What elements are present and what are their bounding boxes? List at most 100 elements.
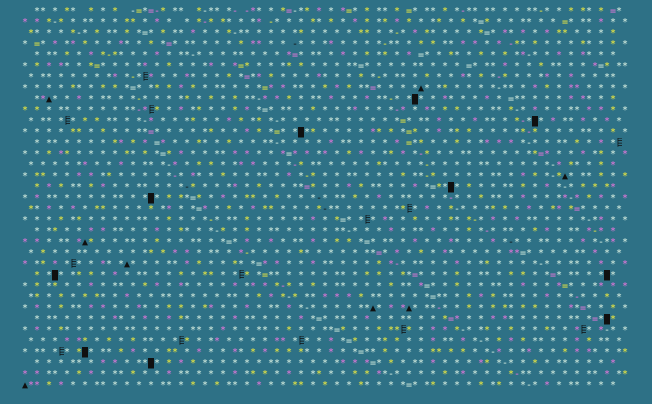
burst-glyph: * — [172, 39, 178, 50]
empty-cell — [28, 105, 34, 116]
burst-glyph: * — [220, 325, 226, 336]
dash-glyph: = — [142, 28, 148, 39]
burst-glyph: * — [154, 61, 160, 72]
burst-glyph: * — [352, 17, 358, 28]
burst-glyph: * — [304, 6, 310, 17]
empty-cell — [562, 39, 568, 50]
burst-glyph: * — [226, 336, 232, 347]
burst-glyph: * — [466, 292, 472, 303]
empty-cell — [364, 149, 370, 160]
empty-cell — [178, 347, 184, 358]
burst-glyph: * — [232, 149, 238, 160]
burst-glyph: * — [400, 83, 406, 94]
empty-cell — [328, 215, 334, 226]
empty-cell — [622, 182, 628, 193]
empty-cell — [28, 237, 34, 248]
burst-glyph: * — [322, 380, 328, 391]
burst-glyph: * — [568, 105, 574, 116]
empty-cell — [562, 83, 568, 94]
burst-glyph: * — [256, 215, 262, 226]
burst-glyph: * — [166, 380, 172, 391]
empty-cell — [136, 160, 142, 171]
burst-glyph: * — [70, 215, 76, 226]
burst-glyph: * — [142, 127, 148, 138]
burst-glyph: * — [568, 226, 574, 237]
empty-cell — [538, 325, 544, 336]
burst-glyph: * — [238, 204, 244, 215]
burst-glyph: * — [166, 358, 172, 369]
glyph-row: * * * ** * * * * **-*目* * * ** * * * * *… — [22, 105, 630, 116]
empty-cell — [292, 248, 298, 259]
empty-cell — [460, 28, 466, 39]
empty-cell — [352, 116, 358, 127]
empty-cell — [76, 72, 82, 83]
empty-cell — [250, 325, 256, 336]
empty-cell — [424, 61, 430, 72]
empty-cell — [340, 149, 346, 160]
burst-glyph: * — [88, 259, 94, 270]
burst-glyph: * — [610, 259, 616, 270]
burst-glyph: * — [508, 270, 514, 281]
burst-glyph: * — [76, 347, 82, 358]
glyph-grid: ** * ** * * * -=*=-* ** *-** *- -** * *=… — [22, 6, 630, 391]
burst-glyph: * — [136, 270, 142, 281]
empty-cell — [616, 270, 622, 281]
empty-cell — [64, 17, 70, 28]
burst-glyph: * — [376, 17, 382, 28]
empty-cell — [124, 171, 130, 182]
empty-cell — [616, 281, 622, 292]
burst-glyph: * — [136, 182, 142, 193]
empty-cell — [40, 138, 46, 149]
burst-glyph: * — [64, 39, 70, 50]
burst-glyph: * — [298, 237, 304, 248]
burst-glyph: * — [436, 17, 442, 28]
burst-glyph: * — [190, 105, 196, 116]
empty-cell — [334, 347, 340, 358]
empty-cell — [208, 204, 214, 215]
burst-glyph: * — [166, 61, 172, 72]
burst-glyph: * — [340, 248, 346, 259]
empty-cell — [298, 72, 304, 83]
empty-cell — [322, 94, 328, 105]
empty-cell — [52, 72, 58, 83]
burst-glyph: * — [304, 248, 310, 259]
burst-glyph: * — [526, 237, 532, 248]
burst-glyph: * — [76, 94, 82, 105]
empty-cell — [418, 292, 424, 303]
empty-cell — [262, 182, 268, 193]
burst-glyph: * — [28, 380, 34, 391]
burst-glyph: * — [256, 380, 262, 391]
burst-glyph: * — [142, 369, 148, 380]
burst-glyph: * — [358, 149, 364, 160]
empty-cell — [106, 215, 112, 226]
burst-glyph: * — [328, 259, 334, 270]
empty-cell — [40, 270, 46, 281]
burst-glyph: * — [100, 259, 106, 270]
empty-cell — [538, 171, 544, 182]
empty-cell — [538, 314, 544, 325]
empty-cell — [196, 72, 202, 83]
empty-cell — [238, 369, 244, 380]
empty-cell — [622, 292, 628, 303]
empty-cell — [256, 347, 262, 358]
empty-cell — [154, 116, 160, 127]
empty-cell — [508, 50, 514, 61]
empty-cell — [448, 6, 454, 17]
burst-glyph: * — [208, 105, 214, 116]
empty-cell — [538, 292, 544, 303]
empty-cell — [592, 17, 598, 28]
burst-glyph: * — [244, 303, 250, 314]
empty-cell — [436, 281, 442, 292]
empty-cell — [340, 116, 346, 127]
empty-cell — [52, 149, 58, 160]
burst-glyph: * — [550, 325, 556, 336]
empty-cell — [292, 94, 298, 105]
empty-cell — [214, 160, 220, 171]
burst-glyph: * — [364, 325, 370, 336]
burst-glyph: * — [88, 6, 94, 17]
burst-glyph: * — [178, 204, 184, 215]
burst-glyph: * — [334, 61, 340, 72]
empty-cell — [370, 50, 376, 61]
burst-glyph: * — [244, 149, 250, 160]
burst-glyph: * — [268, 39, 274, 50]
